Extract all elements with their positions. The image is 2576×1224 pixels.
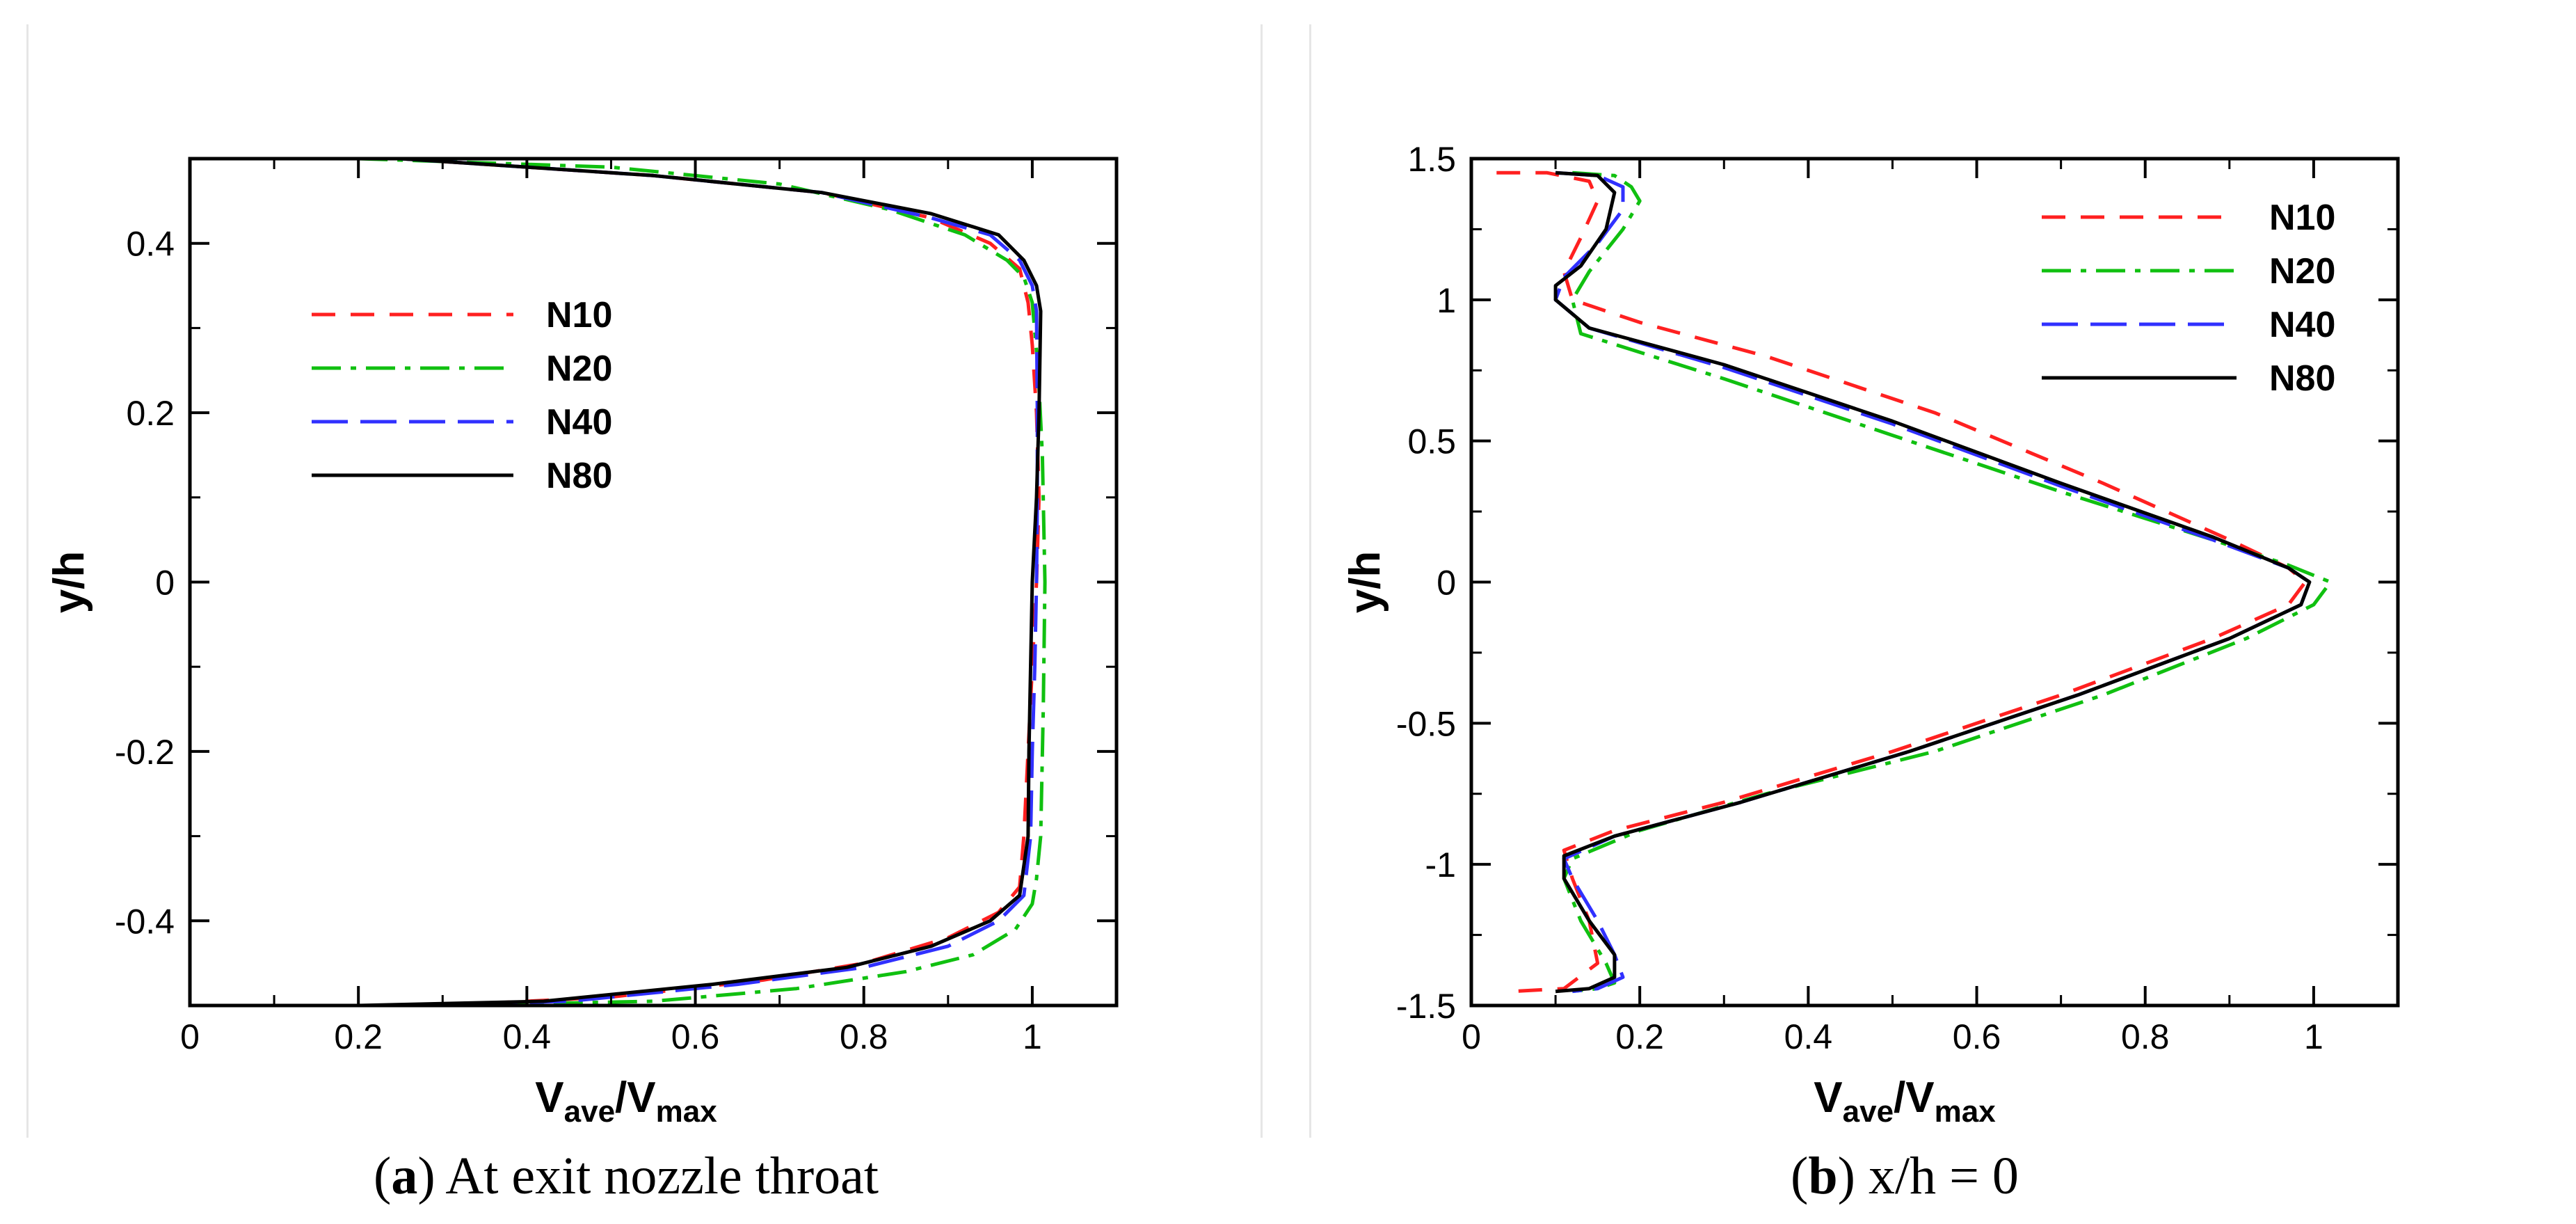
plot-frame xyxy=(1469,157,2400,1008)
series-line-n20 xyxy=(1562,170,2333,994)
y-tick-label: -0.2 xyxy=(115,733,175,772)
x-tick-label: 0 xyxy=(1462,1017,1481,1056)
legend-label-n80: N80 xyxy=(546,456,612,496)
x-tick-label: 0.8 xyxy=(2121,1017,2170,1056)
y-tick-label: 0.5 xyxy=(1407,422,1456,461)
x-tick-label: 1 xyxy=(1023,1017,1042,1056)
legend-label-n80: N80 xyxy=(2269,358,2335,399)
series-line-n10 xyxy=(1496,170,2307,994)
series-group xyxy=(358,159,1047,1006)
x-tick-label: 0.2 xyxy=(334,1017,383,1056)
series-line-n80 xyxy=(358,159,1043,1006)
y-tick-label: 0 xyxy=(155,564,175,603)
legend-label-n20: N20 xyxy=(2269,251,2335,292)
series-line-n10 xyxy=(400,159,1041,1006)
x-tick-label: 1 xyxy=(2304,1017,2323,1056)
y-tick-label: 0.2 xyxy=(126,394,175,433)
chart-b: 0 0.2 0.4 0.6 0.8 1 -1.5 -1 -0.5 0 0.5 1 1.5 Vave/Vma… xyxy=(1341,140,2400,1205)
legend-label-n40: N40 xyxy=(2269,305,2335,345)
series-line-n40 xyxy=(1553,170,2312,994)
legend-label-n10: N10 xyxy=(546,295,612,335)
y-tick-label: -0.4 xyxy=(115,902,175,941)
y-tick-label: -0.5 xyxy=(1396,704,1456,743)
legend-label-n20: N20 xyxy=(546,349,612,389)
x-axis-label: Vave/Vmax xyxy=(1814,1074,1996,1129)
x-tick-label: 0.4 xyxy=(1784,1017,1833,1056)
chart-a: 0 0.2 0.4 0.6 0.8 1 -0.4 -0.2 0 0.2 0.4 Vave/Vmax y/… xyxy=(45,157,1119,1205)
y-tick-label: 1 xyxy=(1437,281,1456,320)
series-line-n80 xyxy=(1553,170,2312,994)
y-tick-label: -1 xyxy=(1425,845,1456,884)
x-tick-label: 0.6 xyxy=(1953,1017,2001,1056)
x-tick-label: 0.4 xyxy=(503,1017,552,1056)
series-line-n40 xyxy=(400,159,1039,1006)
legend-label-n40: N40 xyxy=(546,402,612,443)
y-tick-label: -1.5 xyxy=(1396,987,1456,1026)
divider-line-2 xyxy=(1309,24,1311,1138)
figure-caption: (b) x/h = 0 xyxy=(1791,1147,2019,1205)
y-tick-label: 0 xyxy=(1437,564,1456,603)
y-axis-label: y/h xyxy=(45,551,93,614)
x-tick-label: 0.6 xyxy=(671,1017,720,1056)
divider-line xyxy=(1261,24,1263,1138)
figure-caption: (a) At exit nozzle throat xyxy=(374,1147,879,1205)
series-line-n20 xyxy=(358,159,1047,1006)
x-tick-label: 0.2 xyxy=(1615,1017,1664,1056)
y-tick-label: 1.5 xyxy=(1407,140,1456,179)
y-axis-label: y/h xyxy=(1341,551,1389,614)
legend-label-n10: N10 xyxy=(2269,198,2335,238)
x-tick-label: 0.8 xyxy=(840,1017,888,1056)
series-group xyxy=(1496,170,2333,994)
left-border-line xyxy=(26,24,29,1138)
plot-frame xyxy=(188,157,1119,1008)
y-tick-label: 0.4 xyxy=(126,225,175,264)
x-axis-label: Vave/Vmax xyxy=(535,1074,717,1129)
x-tick-label: 0 xyxy=(180,1017,200,1056)
